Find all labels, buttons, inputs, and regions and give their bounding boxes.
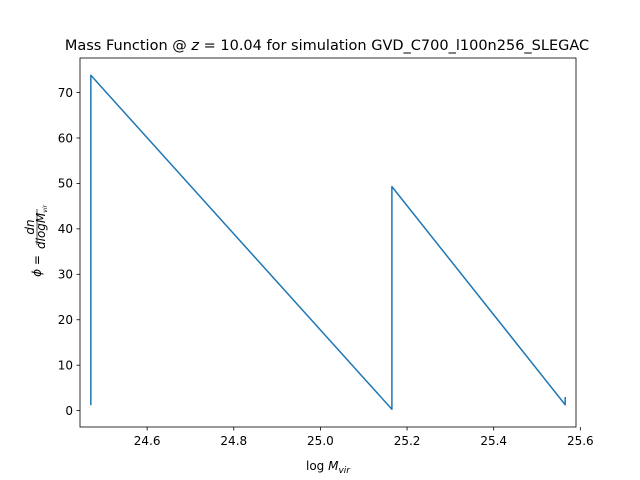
y-tick-label: 60 <box>58 131 73 145</box>
x-axis-label-m: M <box>328 459 339 473</box>
y-tick-label: 50 <box>58 177 73 191</box>
y-tick-label: 70 <box>58 86 73 100</box>
y-axis-label-den-m: M <box>34 212 48 223</box>
series-layer <box>90 74 566 411</box>
y-axis-ticks: 0 10 20 30 40 50 60 70 <box>58 86 80 418</box>
x-tick-label: 25.2 <box>394 434 421 448</box>
x-tick-label: 25.4 <box>480 434 507 448</box>
x-axis-label: log Mvir <box>306 459 351 476</box>
y-axis-label-eq: = <box>30 255 44 265</box>
y-tick-label: 40 <box>58 222 73 236</box>
y-axis-label-den-log: dlog <box>34 223 48 249</box>
y-tick-label: 10 <box>58 358 73 372</box>
y-axis-label-den-sub: vir <box>42 204 49 212</box>
x-tick-label: 24.6 <box>134 434 161 448</box>
plot-frame <box>79 57 577 428</box>
plot-area: 24.6 24.8 25.0 25.2 25.4 25.6 0 10 20 30 40 50 60 70 <box>58 57 594 448</box>
chart-title-z: z <box>190 38 199 54</box>
x-axis-ticks: 24.6 24.8 25.0 25.2 25.4 25.6 <box>134 427 594 448</box>
y-axis-label-phi: ϕ <box>30 269 44 277</box>
x-tick-label: 24.8 <box>220 434 247 448</box>
y-axis-label: ϕ = dn dlogMvir <box>23 204 49 276</box>
x-axis-label-log: log <box>306 459 324 473</box>
x-tick-label: 25.0 <box>307 434 334 448</box>
chart-title-prefix: Mass Function @ <box>65 38 192 54</box>
y-axis-label-lhs: ϕ = <box>30 255 44 277</box>
x-axis-label-sub: vir <box>338 466 351 476</box>
x-tick-label: 25.6 <box>567 434 594 448</box>
chart-title-rest: = 10.04 for simulation GVD_C700_l100n256… <box>199 38 589 54</box>
y-axis-label-denominator: dlogMvir <box>34 204 49 248</box>
y-axis-label-numerator: dn <box>23 219 37 234</box>
y-tick-label: 0 <box>65 404 73 418</box>
chart-title: Mass Function @ z = 10.04 for simulation… <box>65 38 589 54</box>
series-line-0 <box>90 74 566 411</box>
y-tick-label: 20 <box>58 313 73 327</box>
y-tick-label: 30 <box>58 268 73 282</box>
